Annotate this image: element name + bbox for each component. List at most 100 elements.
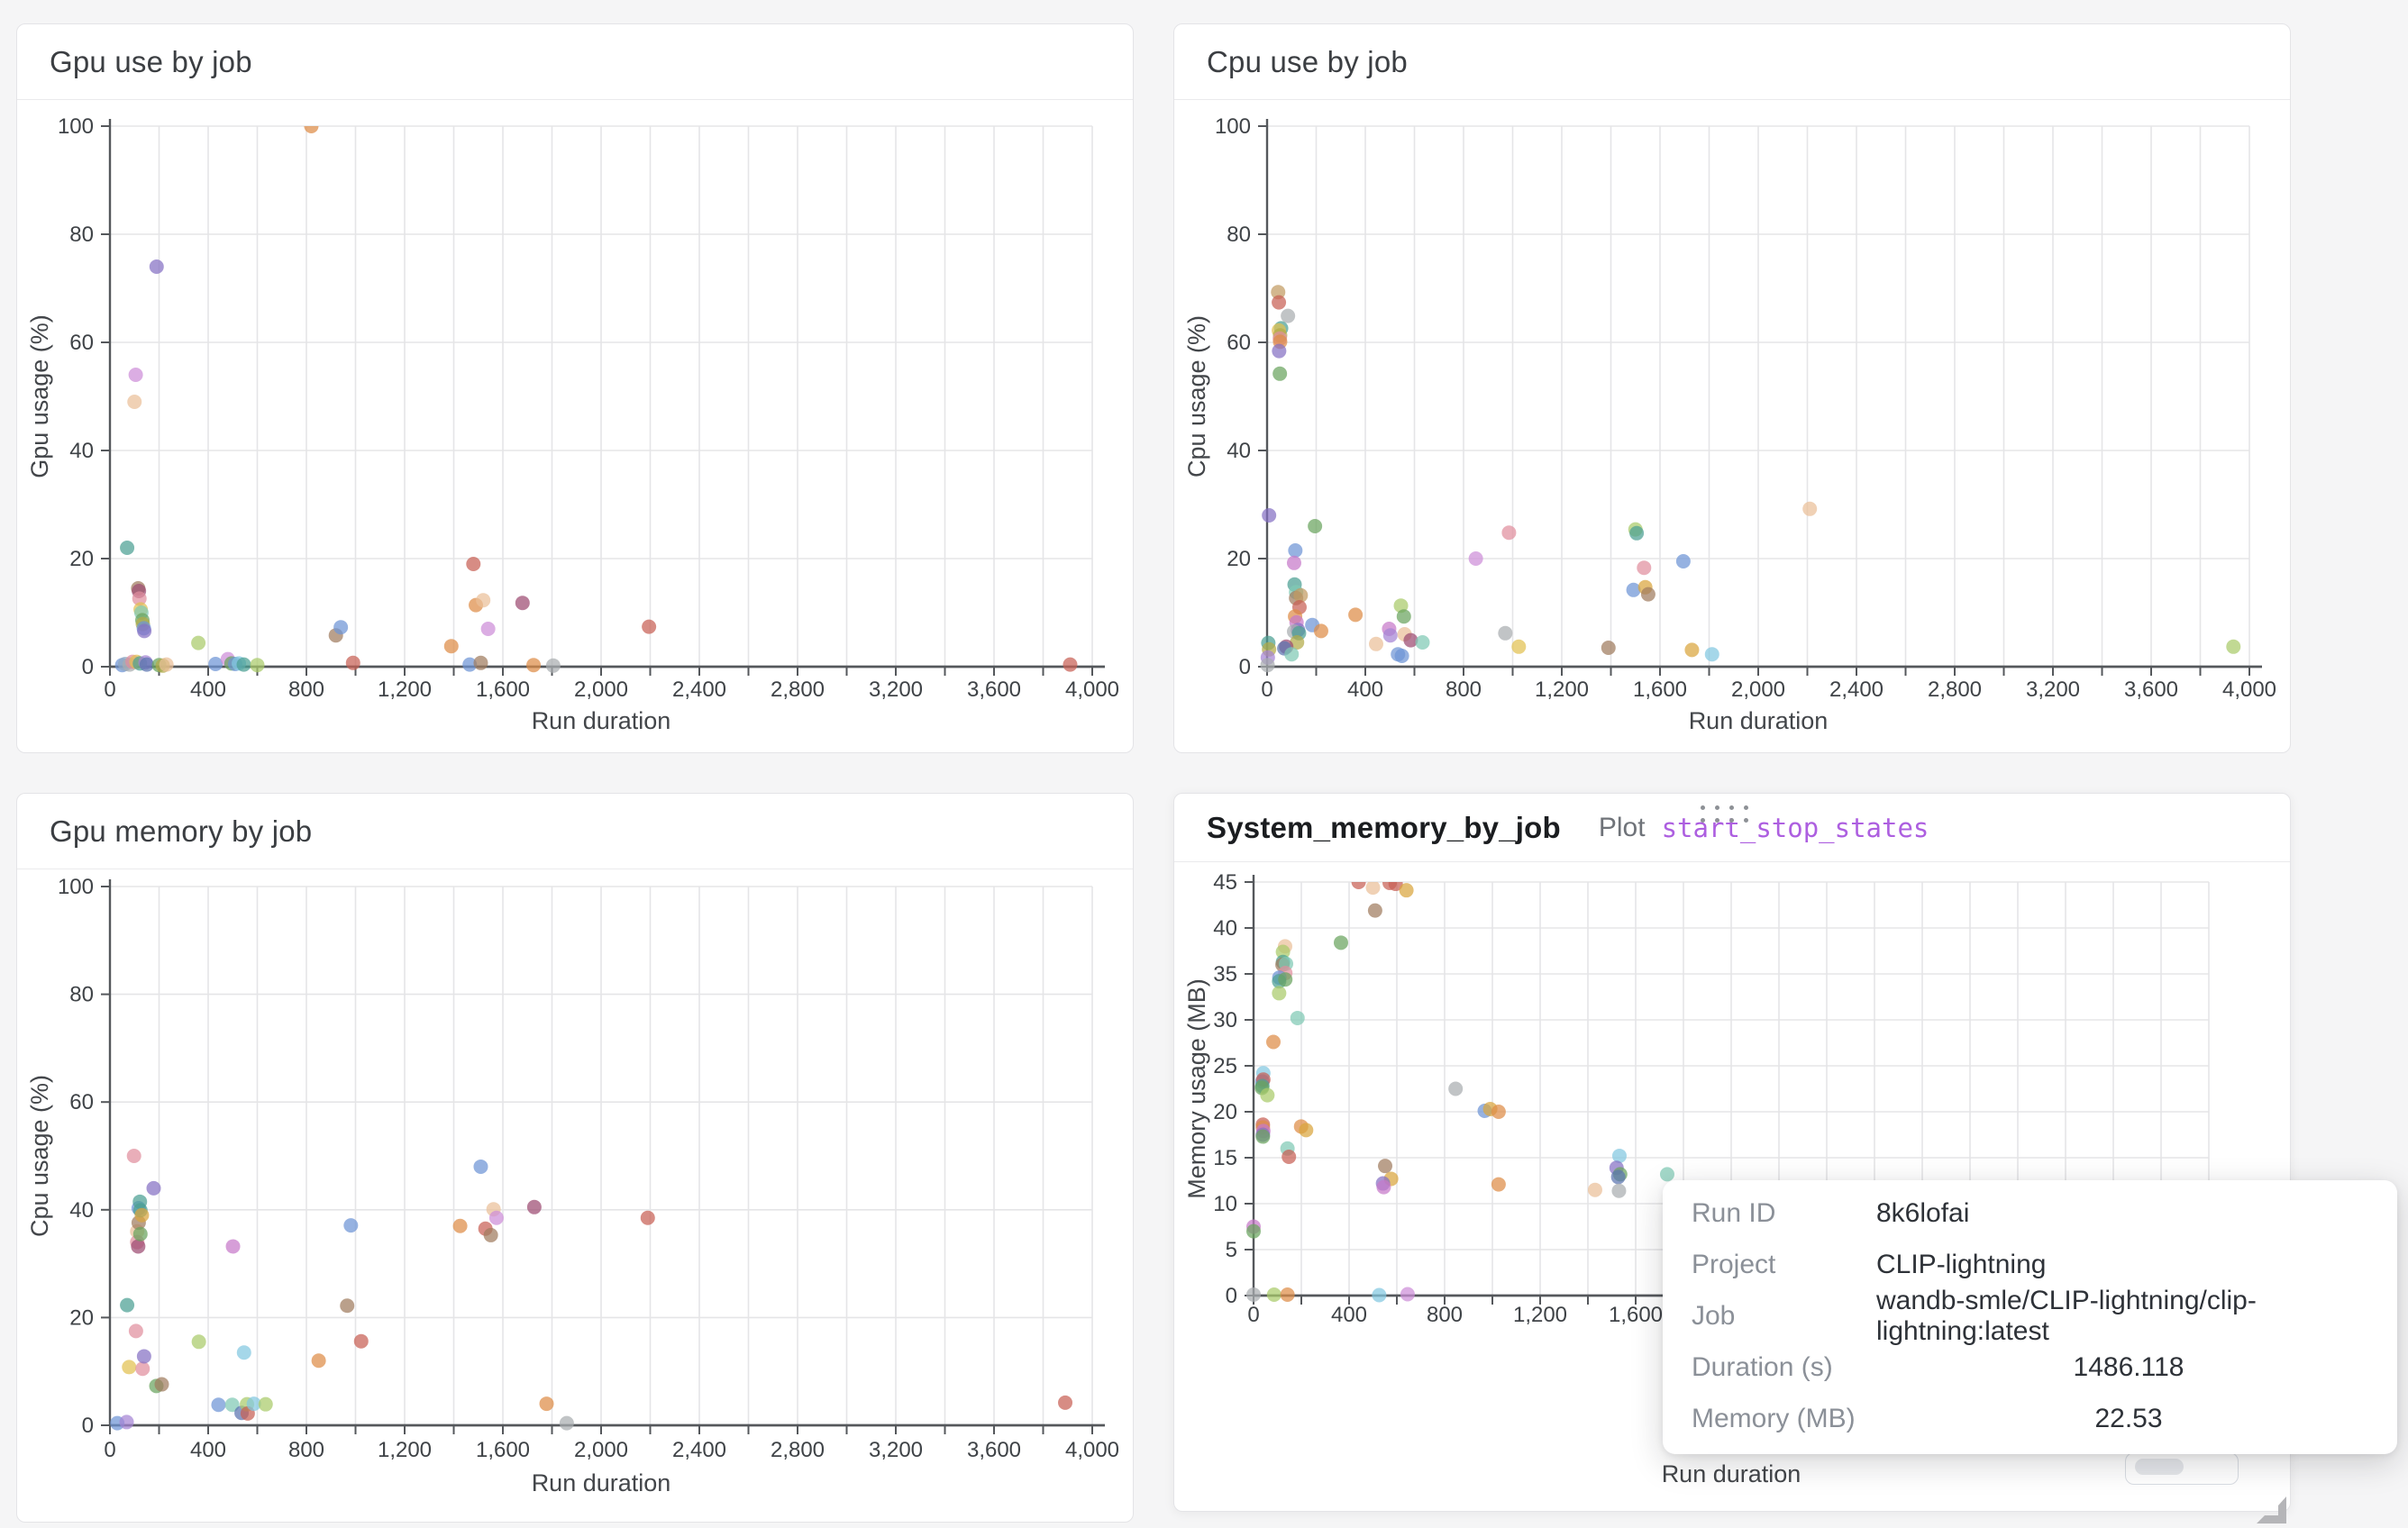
tooltip-label: Duration (s) xyxy=(1692,1351,1833,1382)
svg-text:800: 800 xyxy=(288,678,324,702)
svg-text:0: 0 xyxy=(82,655,94,679)
svg-text:3,600: 3,600 xyxy=(967,678,1021,702)
svg-text:20: 20 xyxy=(69,547,94,571)
panel-action-button[interactable] xyxy=(2125,1452,2239,1485)
svg-text:Run duration: Run duration xyxy=(532,707,671,734)
tooltip-row: Memory (MB) 22.53 xyxy=(1663,1393,2397,1444)
svg-text:0: 0 xyxy=(1226,1284,1237,1308)
svg-text:80: 80 xyxy=(69,223,94,247)
svg-text:4,000: 4,000 xyxy=(1065,678,1119,702)
tooltip-value-project: CLIP-lightning xyxy=(1876,1249,2047,1279)
svg-text:100: 100 xyxy=(1215,114,1251,139)
svg-text:1,200: 1,200 xyxy=(378,1438,432,1462)
plot-label: Plot xyxy=(1598,812,1646,842)
svg-text:40: 40 xyxy=(69,439,94,463)
svg-text:Run duration: Run duration xyxy=(532,1469,671,1496)
svg-text:45: 45 xyxy=(1213,870,1237,895)
svg-text:3,200: 3,200 xyxy=(869,678,923,702)
panel-gpu-memory: Gpu memory by job 0 400 800 1,200 1,600 2,000… xyxy=(16,793,1134,1523)
gpu-use-scatter-chart[interactable]: 0 400 800 1,200 1,600 2,000 2,400 2,800 3,200 3,6… xyxy=(17,100,1132,752)
svg-text:1,600: 1,600 xyxy=(1633,678,1687,702)
svg-text:4,000: 4,000 xyxy=(2222,678,2276,702)
svg-text:Run duration: Run duration xyxy=(1662,1460,1801,1487)
svg-text:Cpu usage (%): Cpu usage (%) xyxy=(1183,315,1210,478)
run-hover-tooltip: Run ID 8k6lofai Project CLIP-lightning J… xyxy=(1663,1180,2397,1454)
svg-text:1,200: 1,200 xyxy=(1513,1303,1567,1327)
svg-text:40: 40 xyxy=(1213,916,1237,941)
svg-text:5: 5 xyxy=(1226,1238,1237,1262)
panel-title-gpu-use: Gpu use by job xyxy=(50,44,252,78)
svg-text:400: 400 xyxy=(190,678,226,702)
svg-text:60: 60 xyxy=(69,331,94,355)
tooltip-row: Duration (s) 1486.118 xyxy=(1663,1342,2397,1393)
panel-gpu-use-header: Gpu use by job xyxy=(17,24,1133,100)
svg-text:3,600: 3,600 xyxy=(967,1438,1021,1462)
svg-text:2,800: 2,800 xyxy=(1928,678,1982,702)
svg-text:25: 25 xyxy=(1213,1054,1237,1078)
svg-text:2,000: 2,000 xyxy=(1731,678,1785,702)
svg-text:Cpu usage (%): Cpu usage (%) xyxy=(26,1075,53,1237)
svg-text:100: 100 xyxy=(58,875,94,899)
svg-text:0: 0 xyxy=(1261,678,1272,702)
svg-text:100: 100 xyxy=(58,114,94,139)
svg-text:35: 35 xyxy=(1213,962,1237,987)
svg-text:2,800: 2,800 xyxy=(771,678,825,702)
svg-text:800: 800 xyxy=(1446,678,1482,702)
svg-text:10: 10 xyxy=(1213,1192,1237,1216)
svg-text:1,600: 1,600 xyxy=(476,1438,530,1462)
panel-cpu-use: Cpu use by job 0 400 800 1,200 1,600 2,000 2,4… xyxy=(1173,23,2291,753)
svg-text:0: 0 xyxy=(104,1438,115,1462)
svg-text:0: 0 xyxy=(1247,1303,1259,1327)
panel-title-gpu-memory: Gpu memory by job xyxy=(50,814,313,848)
svg-text:400: 400 xyxy=(190,1438,226,1462)
tooltip-label: Run ID xyxy=(1692,1197,1776,1228)
panel-title-system-memory: System_memory_by_job xyxy=(1207,810,1561,844)
svg-text:60: 60 xyxy=(1227,331,1251,355)
svg-text:2,800: 2,800 xyxy=(771,1438,825,1462)
svg-text:2,400: 2,400 xyxy=(672,1438,726,1462)
svg-text:400: 400 xyxy=(1347,678,1383,702)
cpu-use-scatter-chart[interactable]: 0 400 800 1,200 1,600 2,000 2,400 2,800 3,200 3,6… xyxy=(1174,100,2289,752)
tooltip-value-memory: 22.53 xyxy=(2094,1403,2163,1433)
button-pill-icon xyxy=(2135,1459,2184,1475)
drag-handle-icon[interactable] xyxy=(1695,801,1753,826)
plot-panel-config-link[interactable]: start_stop_states xyxy=(1661,812,1929,843)
svg-text:40: 40 xyxy=(1227,439,1251,463)
svg-text:2,400: 2,400 xyxy=(672,678,726,702)
tooltip-label: Project xyxy=(1692,1249,1776,1279)
tooltip-value-job: wandb-smle/CLIP-lightning/clip-lightning… xyxy=(1876,1285,2257,1346)
svg-text:40: 40 xyxy=(69,1198,94,1223)
svg-text:2,000: 2,000 xyxy=(574,678,628,702)
svg-text:80: 80 xyxy=(69,983,94,1007)
svg-text:Gpu usage (%): Gpu usage (%) xyxy=(26,314,53,478)
tooltip-value-run-id: 8k6lofai xyxy=(1876,1197,1970,1228)
svg-text:3,200: 3,200 xyxy=(869,1438,923,1462)
panel-system-memory-header: System_memory_by_job Plot start_stop_sta… xyxy=(1174,794,2290,862)
gpu-memory-scatter-chart[interactable]: 0 400 800 1,200 1,600 2,000 2,400 2,800 3,200 3,6… xyxy=(17,869,1132,1522)
svg-text:1,600: 1,600 xyxy=(476,678,530,702)
tooltip-value-duration: 1486.118 xyxy=(2073,1351,2185,1382)
svg-text:4,000: 4,000 xyxy=(1065,1438,1119,1462)
svg-text:Run duration: Run duration xyxy=(1689,707,1829,734)
tooltip-label: Memory (MB) xyxy=(1692,1403,1856,1433)
svg-text:2,000: 2,000 xyxy=(574,1438,628,1462)
svg-text:80: 80 xyxy=(1227,223,1251,247)
svg-text:1,200: 1,200 xyxy=(378,678,432,702)
svg-text:1,200: 1,200 xyxy=(1535,678,1589,702)
svg-text:3,200: 3,200 xyxy=(2026,678,2080,702)
tooltip-row: Job wandb-smle/CLIP-lightning/clip-light… xyxy=(1663,1286,2397,1346)
svg-text:20: 20 xyxy=(1227,547,1251,571)
panel-cpu-use-header: Cpu use by job xyxy=(1174,24,2290,100)
svg-text:0: 0 xyxy=(1239,655,1251,679)
svg-text:800: 800 xyxy=(1427,1303,1463,1327)
svg-text:2,400: 2,400 xyxy=(1829,678,1884,702)
svg-text:60: 60 xyxy=(69,1090,94,1114)
panel-resize-handle[interactable] xyxy=(2255,1496,2287,1524)
svg-text:1,600: 1,600 xyxy=(1609,1303,1663,1327)
svg-text:800: 800 xyxy=(288,1438,324,1462)
svg-text:400: 400 xyxy=(1331,1303,1367,1327)
svg-text:20: 20 xyxy=(69,1305,94,1330)
panel-gpu-memory-header: Gpu memory by job xyxy=(17,794,1133,869)
svg-text:0: 0 xyxy=(82,1414,94,1438)
